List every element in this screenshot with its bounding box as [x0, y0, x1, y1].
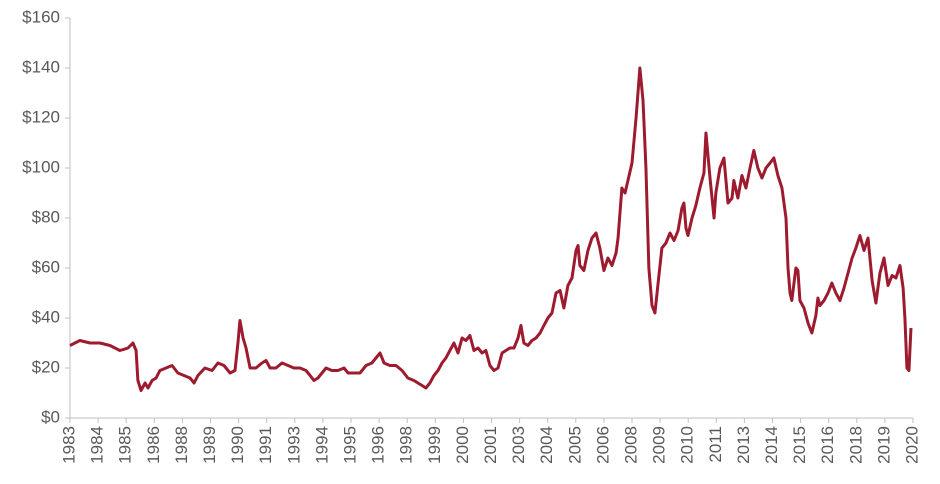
x-tick-label: 2014 [762, 426, 781, 464]
x-tick-label: 1984 [88, 426, 107, 464]
y-tick-label: $100 [22, 157, 60, 176]
price-line [69, 66, 913, 392]
x-tick-label: 1988 [172, 426, 191, 464]
x-tick-label: 2013 [734, 426, 753, 464]
x-tick-label: 2000 [453, 426, 472, 464]
x-tick-label: 1999 [425, 426, 444, 464]
x-tick-label: 2011 [706, 426, 725, 463]
x-tick-label: 2004 [537, 426, 556, 464]
y-tick-label: $160 [22, 7, 60, 26]
x-tick-label: 1990 [228, 426, 247, 464]
x-tick-label: 1993 [284, 426, 303, 464]
x-tick-label: 2003 [509, 426, 528, 464]
x-tick-label: 2005 [565, 426, 584, 464]
y-tick-label: $140 [22, 57, 60, 76]
x-tick-label: 1985 [116, 426, 135, 464]
x-tick-label: 2009 [650, 426, 669, 464]
x-tick-label: 2019 [874, 426, 893, 464]
x-tick-label: 1991 [256, 426, 275, 464]
x-tick-label: 2006 [593, 426, 612, 464]
y-tick-label: $80 [32, 207, 60, 226]
x-tick-label: 2015 [790, 426, 809, 464]
x-tick-label: 1983 [59, 426, 78, 464]
y-tick-label: $60 [32, 257, 60, 276]
x-tick-label: 1996 [369, 426, 388, 464]
x-tick-label: 1995 [340, 426, 359, 464]
x-tick-label: 1994 [312, 426, 331, 464]
y-tick-label: $120 [22, 107, 60, 126]
x-tick-label: 2008 [621, 426, 640, 464]
y-tick-label: $0 [41, 407, 60, 426]
x-tick-label: 2016 [818, 426, 837, 464]
x-tick-label: 1986 [144, 426, 163, 464]
y-tick-label: $40 [32, 307, 60, 326]
x-tick-label: 1989 [200, 426, 219, 464]
x-tick-label: 2001 [481, 426, 500, 464]
x-tick-label: 2020 [902, 426, 921, 464]
x-tick-label: 2018 [846, 426, 865, 464]
x-tick-label: 2010 [678, 426, 697, 464]
y-tick-label: $20 [32, 357, 60, 376]
x-tick-label: 1998 [397, 426, 416, 464]
